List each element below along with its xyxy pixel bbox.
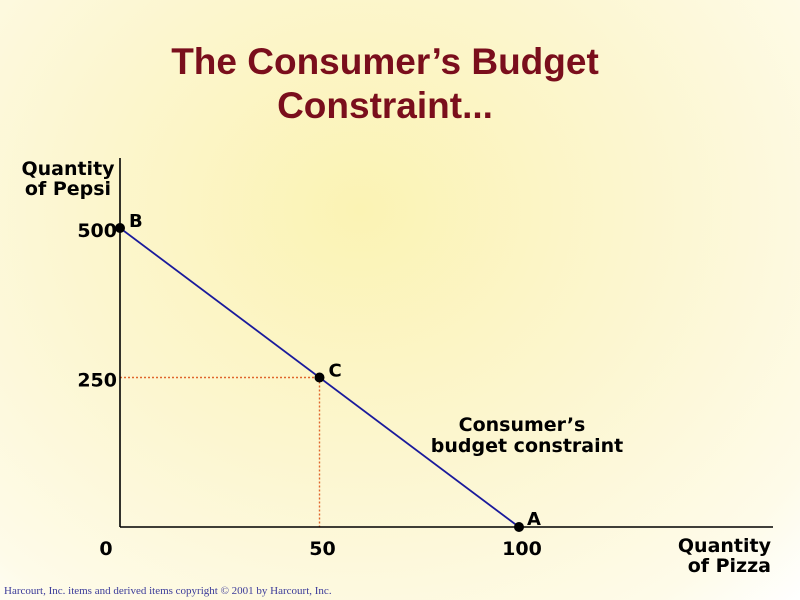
point-label-c: C xyxy=(329,361,342,382)
y-axis-title-line-2: of Pepsi xyxy=(25,178,111,200)
x-tick-label: 100 xyxy=(502,538,542,560)
point-c xyxy=(314,372,325,383)
point-label-a: A xyxy=(527,509,541,530)
x-axis-title-line-1: Quantity xyxy=(678,535,772,557)
x-tick-label: 0 xyxy=(99,538,112,560)
title-line-2: Constraint... xyxy=(277,85,493,126)
title-line-1: The Consumer’s Budget xyxy=(171,41,599,82)
x-tick-label: 50 xyxy=(309,538,335,560)
point-b xyxy=(115,223,125,233)
y-tick-label: 500 xyxy=(77,220,117,242)
y-axis-title-line-1: Quantity xyxy=(21,158,115,180)
line-annotation-1: Consumer’s xyxy=(459,414,586,436)
point-label-b: B xyxy=(129,211,143,232)
page-title: The Consumer’s Budget Constraint... xyxy=(0,40,770,128)
x-axis-title-line-2: of Pizza xyxy=(688,555,771,577)
line-annotation-2: budget constraint xyxy=(431,435,623,457)
y-tick-label: 250 xyxy=(77,370,117,392)
point-a xyxy=(514,522,524,532)
copyright-footer: Harcourt, Inc. items and derived items c… xyxy=(4,585,332,597)
